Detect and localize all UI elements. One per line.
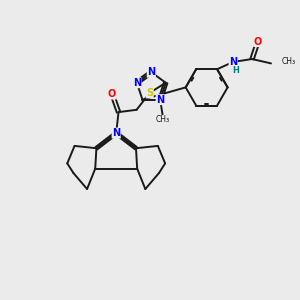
Text: O: O — [254, 37, 262, 46]
Text: N: N — [229, 57, 237, 67]
Text: CH₃: CH₃ — [155, 116, 170, 124]
Text: H: H — [232, 66, 239, 75]
Text: O: O — [108, 89, 116, 99]
Text: N: N — [147, 67, 155, 77]
Text: S: S — [146, 88, 153, 98]
Text: N: N — [112, 128, 120, 138]
Text: N: N — [133, 78, 141, 88]
Text: N: N — [156, 94, 164, 105]
Text: CH₃: CH₃ — [281, 57, 295, 66]
